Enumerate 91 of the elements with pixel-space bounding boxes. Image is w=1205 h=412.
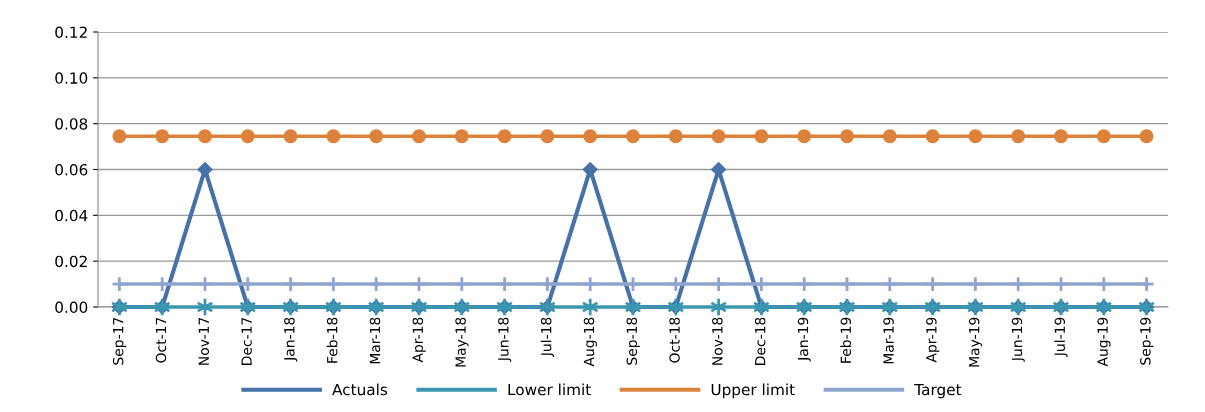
y-tick-label: 0.00 [55, 301, 88, 314]
point [496, 275, 513, 293]
point [882, 129, 897, 144]
point [624, 275, 642, 293]
point [497, 129, 512, 144]
point [581, 297, 599, 317]
point [881, 275, 899, 293]
x-tick-label: Nov-17 [198, 317, 210, 365]
point [196, 275, 214, 293]
legend-label: Upper limit [711, 383, 795, 399]
x-tick-label: Aug-18 [583, 317, 597, 367]
x-tick-label: Apr-18 [412, 317, 426, 363]
x-tick-label: Nov-18 [712, 317, 723, 365]
point [155, 129, 170, 144]
x-tick-label: Sep-18 [626, 317, 640, 365]
point [1096, 129, 1111, 144]
x-tick-label: Dec-18 [754, 317, 766, 365]
point [1052, 275, 1070, 293]
point [581, 275, 599, 293]
point [667, 275, 685, 293]
x-tick-label: Sep-19 [1140, 317, 1154, 365]
point [1009, 275, 1027, 293]
point [925, 129, 940, 144]
point [283, 129, 298, 144]
point [454, 129, 469, 144]
point [240, 129, 255, 144]
y-tick-label: 0.12 [55, 26, 87, 39]
x-tick-label: Sep-17 [112, 317, 127, 365]
point [1054, 129, 1068, 144]
point [582, 161, 598, 178]
point [239, 275, 257, 293]
point [410, 275, 428, 293]
point [197, 161, 213, 178]
point [153, 275, 171, 293]
legend-label: Target [914, 383, 962, 399]
x-tick-label: Oct-17 [155, 317, 167, 363]
point [325, 275, 342, 293]
x-tick-label: Oct-18 [669, 317, 680, 363]
point [367, 275, 385, 293]
point [198, 129, 212, 144]
point [412, 129, 426, 144]
point [924, 275, 941, 293]
x-tick-label: Jul-19 [1054, 317, 1068, 357]
x-tick-label: Jan-18 [284, 317, 298, 362]
point [795, 275, 813, 293]
x-tick-label: May-19 [968, 317, 983, 367]
point [711, 161, 727, 178]
x-tick-label: Dec-17 [241, 317, 252, 365]
point [282, 275, 299, 293]
point [626, 129, 640, 144]
point [453, 275, 471, 293]
point [1011, 129, 1026, 144]
point [540, 129, 555, 144]
y-tick-label: 0.10 [55, 72, 88, 84]
point [797, 129, 812, 144]
x-tick-label: Mar-18 [369, 317, 381, 364]
point [968, 129, 983, 144]
x-tick-label: Jan-19 [797, 317, 811, 362]
y-tick-label: 0.02 [55, 255, 87, 268]
x-tick-label: Apr-19 [926, 317, 940, 363]
x-tick-label: Aug-19 [1097, 317, 1111, 367]
point [111, 275, 128, 293]
x-tick-label: Jun-18 [498, 317, 512, 362]
point [709, 297, 728, 317]
point [369, 129, 384, 144]
point [668, 129, 683, 144]
point [1139, 129, 1154, 144]
point [967, 275, 984, 293]
point [539, 275, 556, 293]
point [840, 129, 854, 144]
point [710, 275, 727, 293]
x-tick-label: Jun-19 [1011, 317, 1025, 362]
x-tick-label: Mar-19 [883, 317, 894, 364]
point [112, 129, 127, 144]
x-tick-label: Feb-19 [840, 317, 852, 363]
legend-label: Lower limit [508, 383, 591, 396]
point [326, 129, 341, 144]
y-tick-label: 0.08 [55, 118, 88, 130]
x-tick-label: May-18 [455, 317, 469, 367]
point [1095, 275, 1113, 293]
legend-label: Actuals [332, 383, 388, 396]
point [1138, 275, 1155, 293]
x-tick-label: Jul-18 [540, 317, 555, 357]
point [754, 129, 769, 144]
point [838, 275, 856, 293]
y-tick-label: 0.04 [55, 209, 88, 222]
x-tick-label: Feb-18 [326, 317, 338, 363]
y-tick-label: 0.06 [55, 163, 88, 176]
point [711, 129, 726, 144]
point [753, 275, 770, 293]
point [583, 129, 598, 144]
